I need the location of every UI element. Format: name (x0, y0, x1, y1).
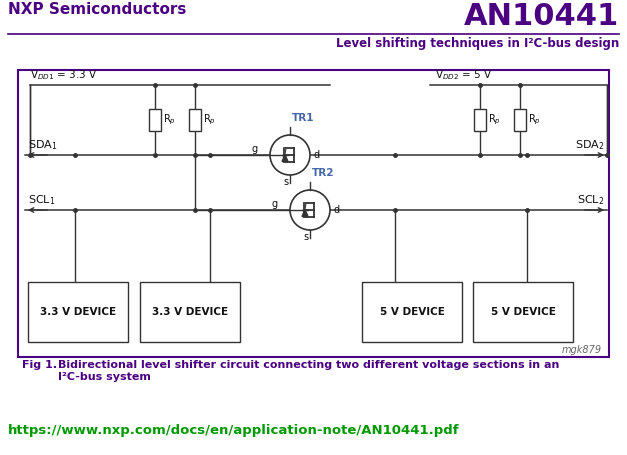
Bar (514, 109, 526, 131)
Ellipse shape (290, 190, 330, 230)
Text: Bidirectional level shifter circuit connecting two different voltage sections in: Bidirectional level shifter circuit conn… (58, 360, 559, 382)
Bar (189, 109, 201, 131)
Bar (0, 0, 627, 35)
Bar (474, 109, 486, 131)
Text: V$_{DD2}$ = 5 V: V$_{DD2}$ = 5 V (435, 68, 493, 82)
Text: R$_p$: R$_p$ (163, 113, 176, 127)
Ellipse shape (270, 135, 310, 175)
Text: V$_{DD1}$ = 3.3 V: V$_{DD1}$ = 3.3 V (30, 68, 97, 82)
Text: 5 V DEVICE: 5 V DEVICE (379, 307, 445, 317)
Bar (28, 282, 128, 342)
Text: https://www.nxp.com/docs/en/application-note/AN10441.pdf: https://www.nxp.com/docs/en/application-… (8, 424, 460, 437)
Text: NXP Semiconductors: NXP Semiconductors (8, 2, 186, 17)
Text: d: d (314, 150, 320, 160)
Text: 3.3 V DEVICE: 3.3 V DEVICE (40, 307, 116, 317)
Text: TR1: TR1 (292, 113, 315, 123)
Text: R$_p$: R$_p$ (488, 113, 501, 127)
Text: g: g (252, 144, 258, 154)
Bar (140, 282, 240, 342)
Bar (473, 282, 573, 342)
Text: Fig 1.: Fig 1. (22, 360, 57, 370)
Text: d: d (334, 205, 340, 215)
Text: SCL$_1$: SCL$_1$ (28, 193, 55, 207)
Text: SDA$_1$: SDA$_1$ (28, 138, 58, 152)
Text: mgk879: mgk879 (562, 345, 602, 355)
Text: SDA$_2$: SDA$_2$ (574, 138, 604, 152)
Polygon shape (302, 209, 308, 217)
Text: g: g (272, 199, 278, 209)
Text: AN10441: AN10441 (464, 2, 619, 31)
Text: s: s (303, 232, 308, 242)
Text: R$_p$: R$_p$ (203, 113, 216, 127)
Text: 3.3 V DEVICE: 3.3 V DEVICE (152, 307, 228, 317)
Bar (18, 70, 609, 357)
Text: Level shifting techniques in I²C-bus design: Level shifting techniques in I²C-bus des… (335, 37, 619, 50)
Text: 5 V DEVICE: 5 V DEVICE (490, 307, 556, 317)
Bar (149, 109, 161, 131)
Text: TR2: TR2 (312, 168, 334, 178)
Bar (362, 282, 462, 342)
Text: R$_p$: R$_p$ (528, 113, 541, 127)
Text: SCL$_2$: SCL$_2$ (577, 193, 604, 207)
Text: s: s (283, 177, 288, 187)
Polygon shape (282, 155, 288, 162)
